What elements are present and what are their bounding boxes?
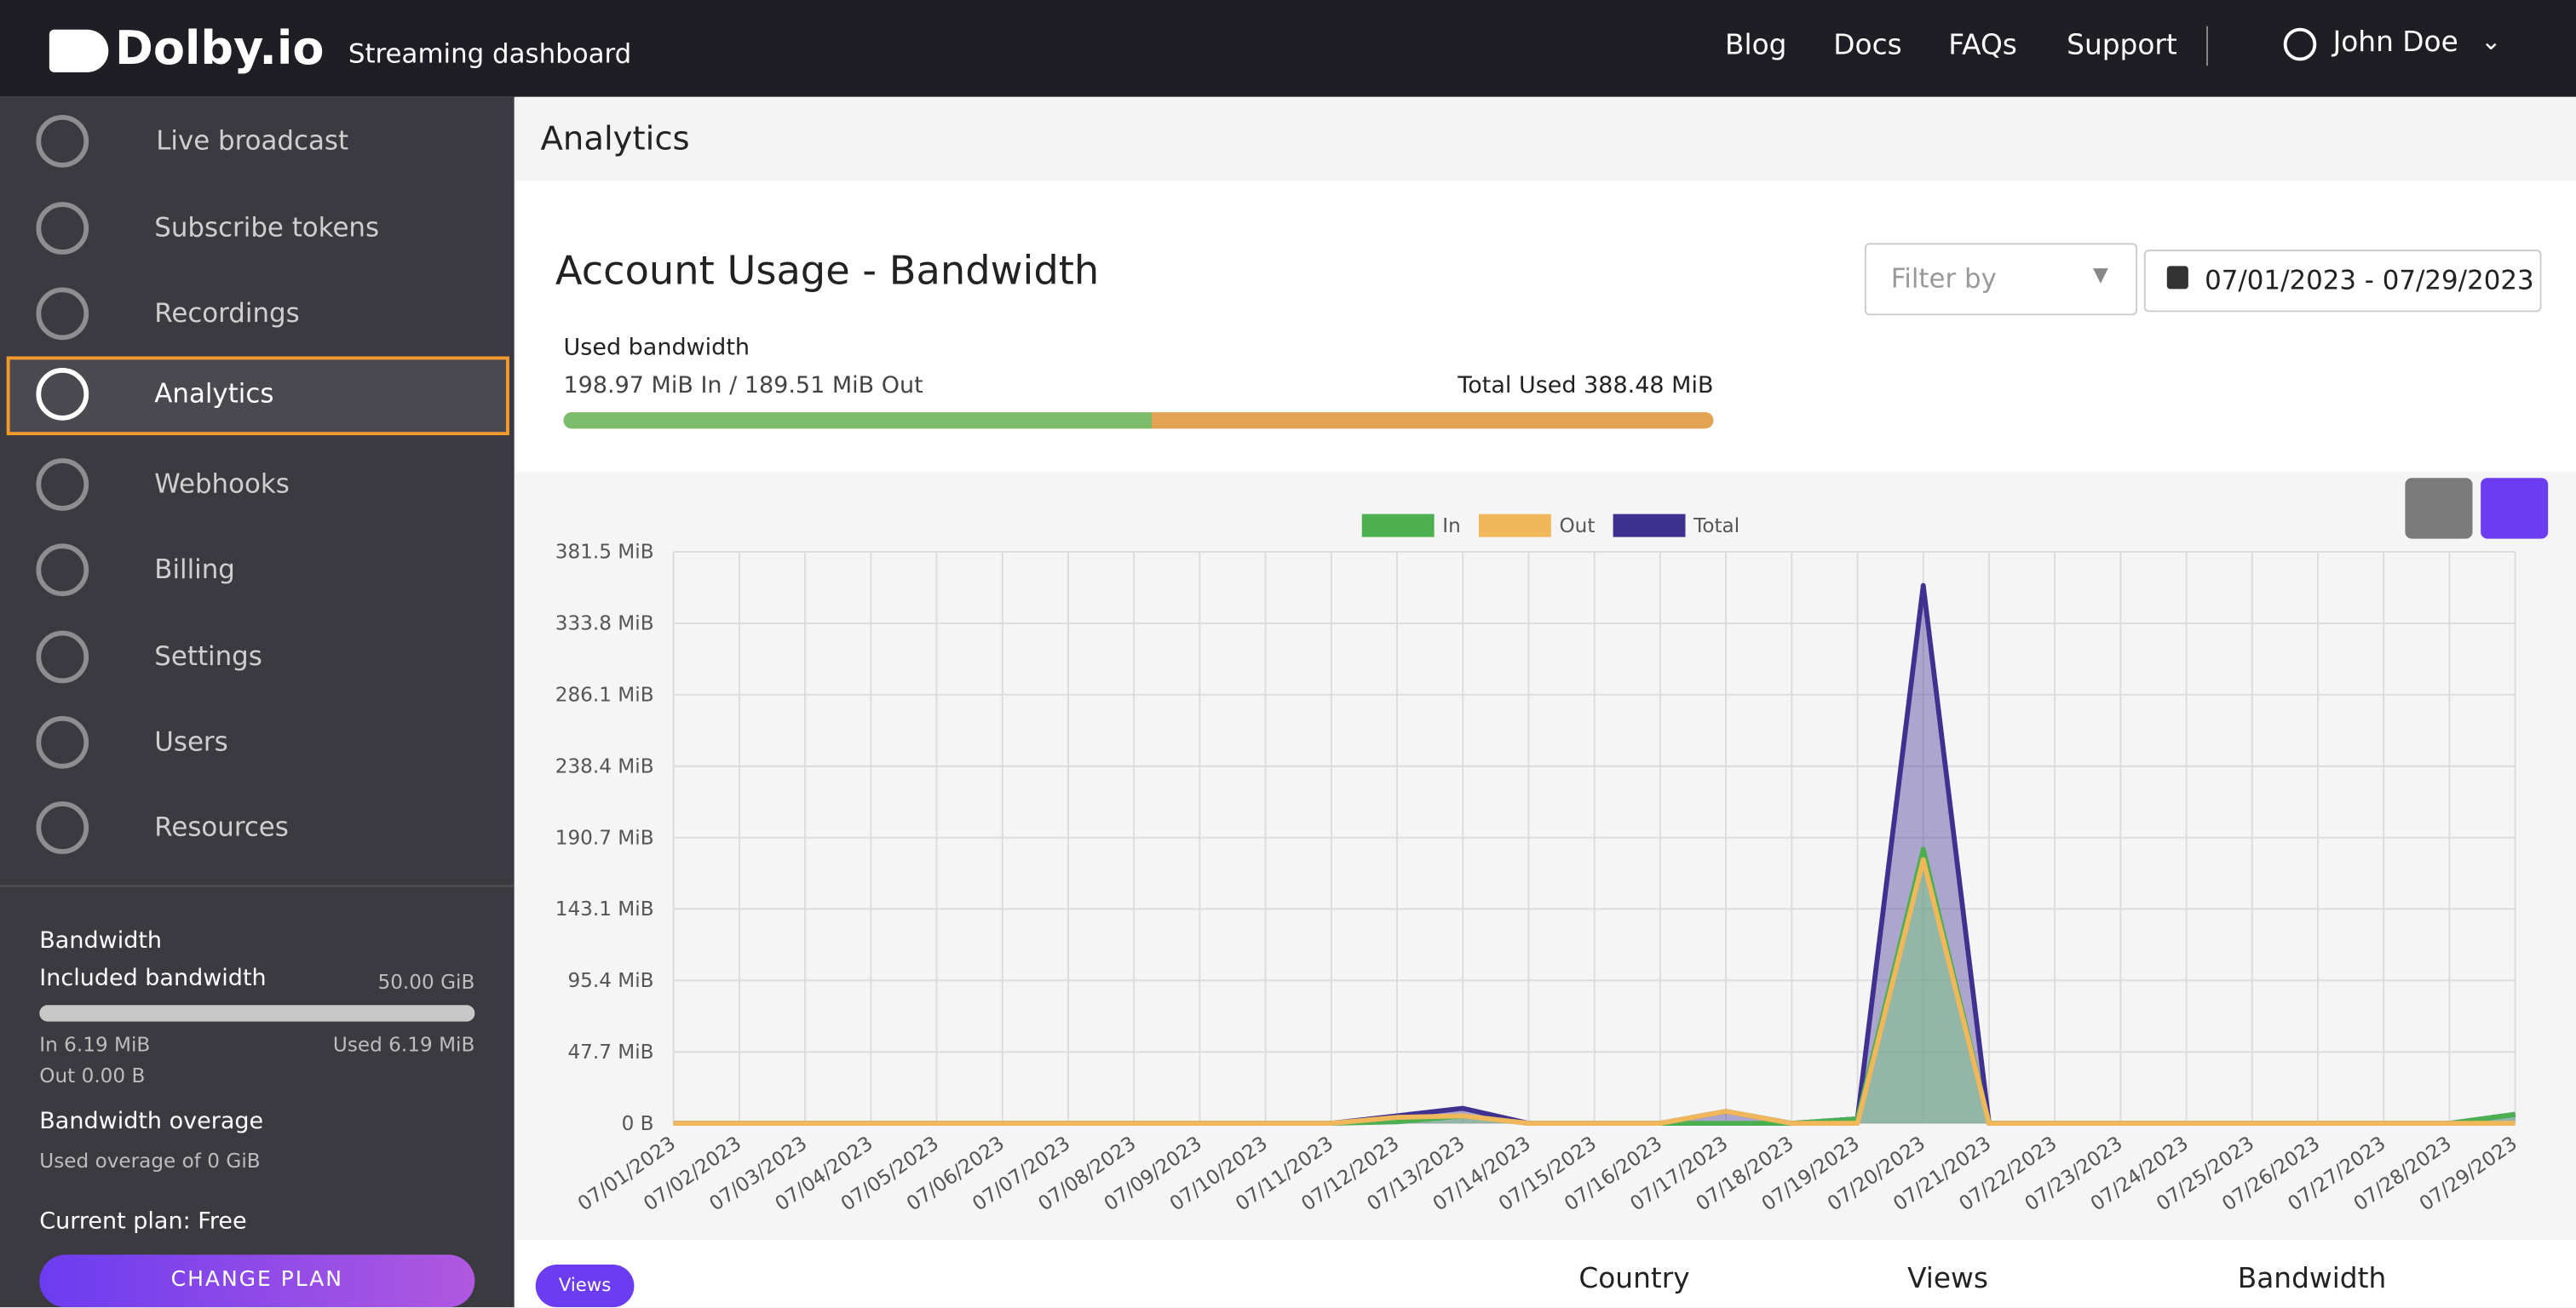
nav-label: Settings	[154, 640, 262, 672]
legend-label: In	[1442, 515, 1460, 537]
y-tick-label: 286.1 MiB	[555, 685, 654, 707]
user-icon	[2283, 27, 2317, 61]
used-bar	[563, 412, 1714, 429]
filter-select[interactable]: Filter by ▼	[1864, 243, 2138, 316]
page-title: Analytics	[540, 118, 690, 158]
nav-label: Subscribe tokens	[154, 211, 380, 244]
chart-view-button[interactable]	[2481, 478, 2549, 539]
legend-swatch	[1478, 513, 1551, 537]
plan: Current plan: Free	[39, 1208, 247, 1236]
usage-label: Included bandwidth	[39, 965, 267, 992]
card-title: Account Usage - Bandwidth	[555, 248, 1100, 295]
nav-label: Users	[154, 726, 228, 758]
y-tick-label: 238.4 MiB	[555, 755, 654, 777]
column-header[interactable]: Views	[1907, 1263, 1988, 1296]
brand: Dolby.io	[114, 21, 325, 76]
nav-link[interactable]: Blog	[1724, 29, 1787, 63]
caret: ▼	[2092, 262, 2108, 286]
legend-label: Out	[1559, 515, 1595, 537]
filter-placeholder: Filter by	[1890, 262, 1997, 295]
nav-label: Billing	[154, 553, 235, 585]
separator	[2206, 26, 2208, 66]
nav-item[interactable]: Live broadcast	[7, 103, 509, 179]
used-in-out: 198.97 MiB In / 189.51 MiB Out	[563, 372, 923, 399]
change-plan-button[interactable]: CHANGE PLAN	[39, 1254, 475, 1308]
nav-item[interactable]: Subscribe tokens	[7, 191, 509, 267]
tab[interactable]: Views	[535, 1264, 635, 1308]
logo	[49, 29, 109, 72]
nav-label: Analytics	[154, 377, 274, 410]
used-label: Used bandwidth	[563, 335, 750, 362]
user-menu[interactable]: John Doe	[2332, 26, 2458, 60]
usage-out: Out 0.00 B	[39, 1064, 146, 1087]
divider	[0, 885, 515, 887]
nav-link[interactable]: FAQs	[1948, 29, 2017, 63]
table-view-button[interactable]	[2405, 478, 2473, 539]
nav-label: Webhooks	[154, 468, 290, 500]
header: Dolby.io Streaming dashboard Blog Docs F…	[0, 0, 2576, 97]
series-line	[673, 857, 2516, 1127]
legend-label: Total	[1693, 515, 1739, 537]
overage-text: Used overage of 0 GiB	[39, 1149, 261, 1173]
usage-bar	[39, 1005, 475, 1022]
nav-item[interactable]: Resources	[7, 790, 509, 866]
y-tick-label: 0 B	[622, 1113, 654, 1135]
used-total: Total Used 388.48 MiB	[1458, 372, 1714, 399]
table-header	[515, 1240, 2576, 1308]
chart: 0 B 47.7 MiB 95.4 MiB 143.1 MiB 190.7 MiB 238…	[555, 513, 2521, 1216]
y-tick-label: 95.4 MiB	[567, 970, 653, 992]
usage-used: Used 6.19 MiB	[332, 1033, 475, 1057]
nav-item[interactable]: Settings	[7, 619, 509, 695]
nav-label: Recordings	[154, 297, 300, 329]
main: Analytics Account Usage - Bandwidth Filt…	[515, 96, 2576, 1308]
nav-link[interactable]: Docs	[1833, 29, 1902, 63]
column-header[interactable]: Country	[1578, 1263, 1690, 1296]
date-range-text: 07/01/2023 - 07/29/2023	[2205, 264, 2534, 296]
nav-label: Live broadcast	[156, 124, 349, 157]
subtitle: Streaming dashboard	[348, 37, 632, 69]
nav-item[interactable]: Recordings	[7, 276, 509, 352]
page-header	[515, 96, 2576, 181]
chevron: ⌄	[2481, 26, 2502, 56]
nav-item[interactable]: Billing	[7, 532, 509, 608]
y-tick-label: 381.5 MiB	[555, 542, 654, 564]
usage-value: 50.00 GiB	[377, 970, 475, 994]
column-header[interactable]: Bandwidth	[2237, 1263, 2387, 1296]
date-range[interactable]: 07/01/2023 - 07/29/2023	[2143, 250, 2542, 313]
nav-label: Resources	[154, 811, 289, 843]
usage-title[interactable]: Bandwidth	[39, 927, 163, 955]
legend-swatch	[1613, 513, 1686, 537]
sidebar: Live broadcast Subscribe tokens Recordin…	[0, 96, 515, 1308]
nav-item[interactable]: Users	[7, 704, 509, 780]
used-bar-in	[563, 412, 1153, 429]
nav-link[interactable]: Support	[2067, 29, 2177, 63]
y-tick-label: 143.1 MiB	[555, 898, 654, 921]
calendar-icon	[2166, 266, 2188, 290]
y-tick-label: 190.7 MiB	[555, 827, 654, 849]
nav-item[interactable]: Analytics	[6, 356, 509, 436]
usage-in: In 6.19 MiB	[39, 1033, 151, 1057]
nav-item[interactable]: Webhooks	[7, 447, 509, 523]
y-tick-label: 47.7 MiB	[567, 1041, 653, 1064]
legend-swatch	[1361, 513, 1435, 537]
overage-title: Bandwidth overage	[39, 1108, 264, 1135]
y-tick-label: 333.8 MiB	[555, 613, 654, 635]
